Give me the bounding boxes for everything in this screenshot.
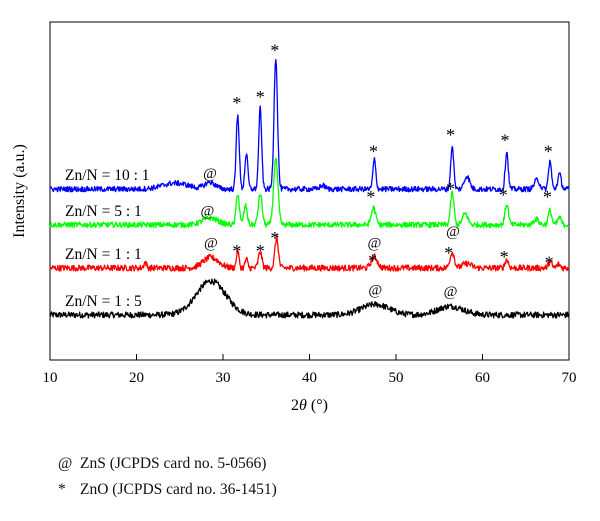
series-label: Zn/N = 1 : 5	[65, 293, 142, 310]
zns-marker: @	[368, 282, 382, 298]
note-zno-symbol: *	[58, 481, 66, 498]
zns-marker: @	[367, 235, 381, 251]
series-line-3	[49, 59, 570, 193]
zns-marker: @	[201, 203, 215, 219]
x-tick-label: 60	[475, 370, 490, 386]
x-tick-label: 70	[562, 370, 577, 386]
note-zns-text: ZnS (JCPDS card no. 5-0566)	[80, 455, 267, 472]
zno-marker: *	[232, 241, 241, 261]
x-axis-label: 2θ (°)	[291, 397, 328, 414]
note-zno: * ZnO (JCPDS card no. 36-1451)	[58, 481, 277, 499]
zns-marker: @	[444, 284, 458, 300]
note-zns-symbol: @	[58, 455, 73, 472]
zno-marker: *	[499, 185, 508, 205]
zno-marker: *	[500, 247, 509, 267]
zno-marker: *	[368, 251, 377, 271]
zno-marker: *	[369, 142, 378, 162]
series-label: Zn/N = 5 : 1	[65, 203, 142, 220]
zno-marker: *	[256, 241, 265, 261]
series-line-1	[49, 234, 570, 272]
zno-marker: *	[545, 252, 554, 272]
zno-marker: *	[500, 130, 509, 150]
zno-marker: *	[543, 187, 552, 207]
zno-marker: *	[544, 142, 553, 162]
zns-marker: @	[203, 166, 217, 182]
zno-marker: *	[256, 87, 265, 107]
note-zno-text: ZnO (JCPDS card no. 36-1451)	[80, 481, 277, 498]
zno-marker: *	[270, 228, 279, 248]
zno-marker: *	[446, 179, 455, 199]
xrd-chart: 10 20 30 40 50 60 70 2θ (°) Intensity (a.u.) Zn/N…	[11, 21, 577, 414]
zno-marker: *	[446, 125, 455, 145]
x-tick-label: 50	[389, 370, 404, 386]
zno-marker: *	[444, 243, 453, 263]
y-axis-label: Intensity (a.u.)	[11, 144, 28, 238]
zno-marker: *	[232, 93, 241, 113]
zns-marker: @	[446, 224, 460, 240]
zno-marker: *	[270, 40, 279, 60]
x-tick-label: 40	[302, 370, 317, 386]
note-zns: @ ZnS (JCPDS card no. 5-0566)	[58, 455, 266, 473]
series-line-2	[49, 157, 570, 229]
series-label: Zn/N = 10 : 1	[65, 167, 150, 184]
series-line-0	[49, 278, 570, 319]
zns-marker: @	[204, 235, 218, 251]
series-label: Zn/N = 1 : 1	[65, 246, 142, 263]
x-tick-label: 10	[43, 370, 58, 386]
zno-marker: *	[366, 187, 375, 207]
x-tick-label: 30	[216, 370, 231, 386]
x-tick-label: 20	[129, 370, 144, 386]
